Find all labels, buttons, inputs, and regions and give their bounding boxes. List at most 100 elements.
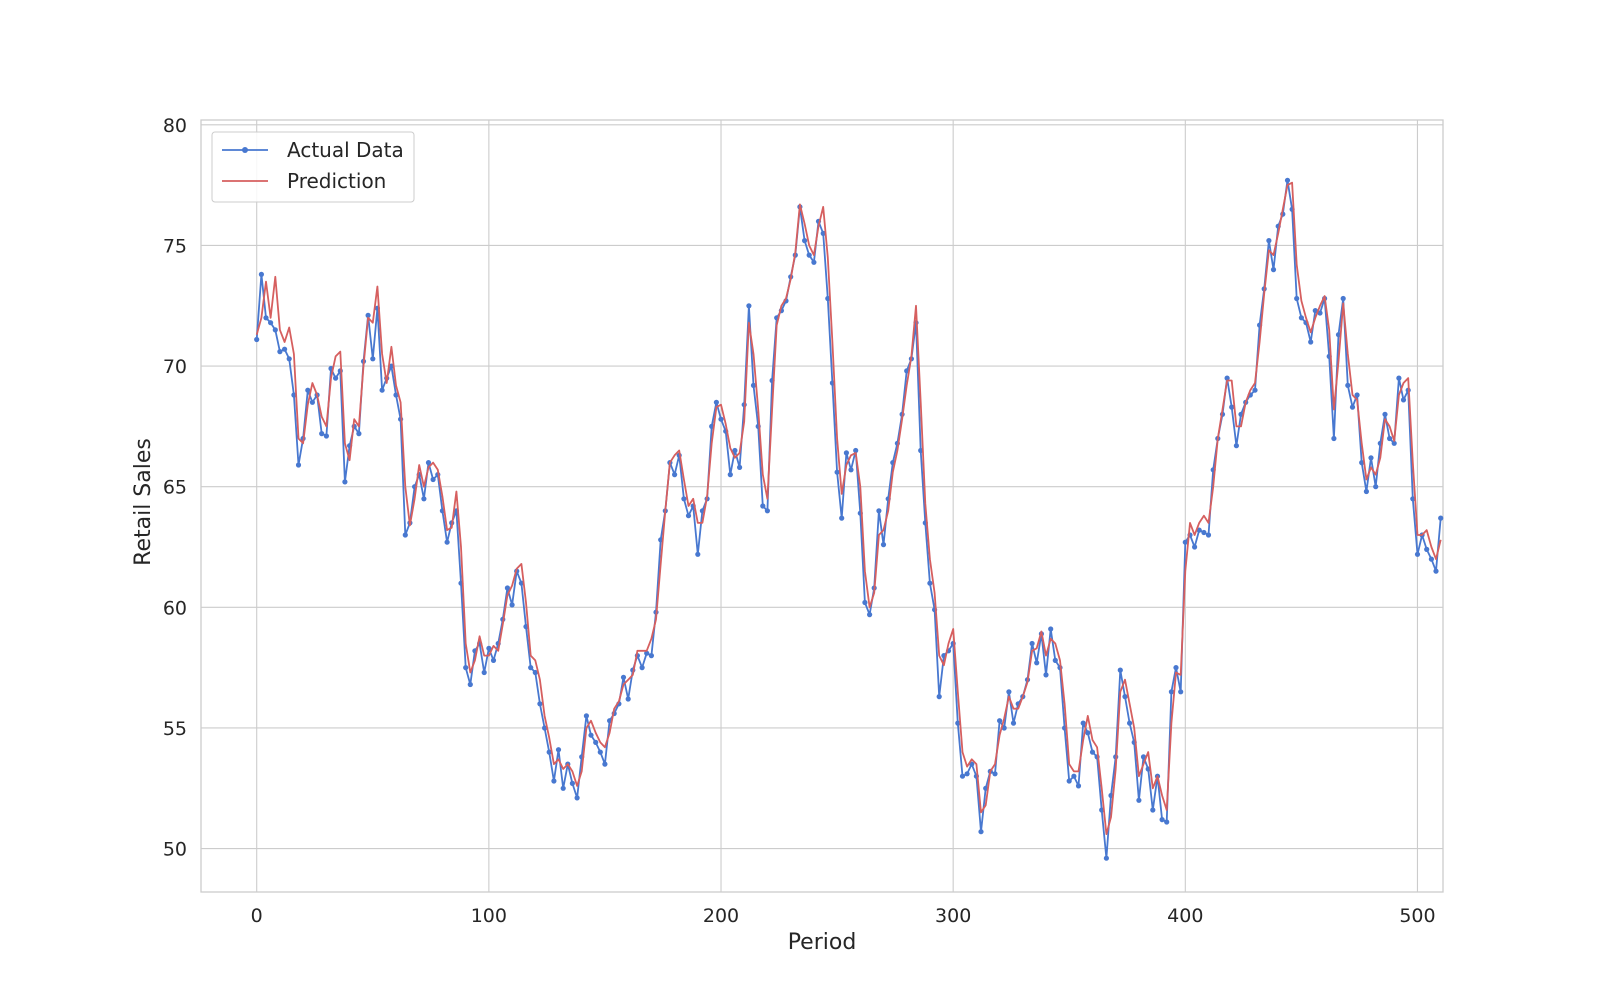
data-point-actual-data [1354,392,1360,398]
data-point-actual-data [1089,749,1096,755]
y-tick-label: 70 [163,356,187,378]
data-point-actual-data [811,259,817,265]
data-point-actual-data [555,747,562,753]
data-point-actual-data [834,469,840,475]
data-point-actual-data [574,795,580,801]
data-point-actual-data [620,674,627,680]
y-tick-label: 60 [163,597,187,619]
data-point-actual-data [695,551,701,557]
data-point-actual-data [528,665,534,671]
data-point-actual-data [1368,455,1374,461]
data-point-actual-data [1122,694,1128,700]
data-point-actual-data [263,315,269,321]
data-point-actual-data [583,713,590,719]
data-point-actual-data [1048,626,1054,632]
data-point-actual-data [309,399,315,405]
data-point-actual-data [1205,532,1212,538]
data-point-actual-data [1117,667,1123,673]
data-point-actual-data [806,252,812,258]
data-point-actual-data [1433,568,1439,574]
data-point-actual-data [1284,177,1291,183]
data-point-actual-data [1150,807,1156,813]
data-point-actual-data [1168,689,1174,695]
data-point-actual-data [1410,496,1416,502]
series-line-prediction [255,181,1442,835]
data-point-actual-data [1340,295,1346,302]
data-point-actual-data [964,771,970,777]
x-tick-label: 400 [1167,905,1203,927]
data-point-actual-data [509,602,515,608]
data-point-actual-data [1414,551,1421,557]
y-axis-label: Retail Sales [131,438,156,566]
y-tick-label: 80 [163,115,187,137]
data-point-actual-data [323,433,329,439]
data-point-actual-data [1201,529,1207,536]
data-point-actual-data [853,447,859,454]
plot-frame [200,119,1444,893]
data-point-actual-data [602,761,608,767]
data-point-actual-data [1252,387,1258,393]
data-point-actual-data [1298,315,1304,321]
x-tick-label: 200 [703,905,739,927]
data-point-actual-data [1270,267,1277,273]
data-point-actual-data [1317,310,1323,316]
data-point-actual-data [1331,435,1337,442]
data-point-actual-data [546,749,552,755]
data-point-actual-data [978,829,984,835]
data-point-actual-data [1034,660,1040,666]
data-point-actual-data [277,349,283,355]
data-point-actual-data [356,431,362,437]
data-point-actual-data [486,645,492,651]
data-point-actual-data [862,599,868,606]
data-point-actual-data [820,230,826,236]
data-point-actual-data [1233,443,1239,449]
data-point-actual-data [1266,238,1272,244]
data-point-actual-data [1071,773,1077,779]
data-point-actual-data [746,303,752,309]
data-point-actual-data [254,336,260,343]
data-point-actual-data [955,720,961,726]
data-point-actual-data [732,447,738,454]
data-point-actual-data [681,496,687,502]
data-point-actual-data [379,387,385,393]
data-point-actual-data [764,508,771,514]
data-point-actual-data [1192,544,1198,550]
data-point-actual-data [258,271,264,277]
data-point-actual-data [319,431,325,437]
data-point-actual-data [1127,720,1133,726]
data-point-actual-data [1164,819,1170,825]
data-point-actual-data [1136,797,1142,803]
data-point-actual-data [639,665,645,671]
data-point-actual-data [588,732,594,738]
data-point-actual-data [467,681,473,688]
legend-label-prediction: Prediction [287,169,386,193]
data-point-actual-data [1229,404,1235,410]
legend-label-actual-data: Actual Data [287,138,404,162]
data-point-actual-data [839,515,845,521]
data-point-actual-data [569,780,576,787]
data-point-actual-data [1075,783,1082,789]
data-point-actual-data [430,476,436,483]
data-point-actual-data [1085,730,1091,736]
data-point-actual-data [1294,295,1300,302]
data-point-actual-data [1424,546,1430,553]
data-point-actual-data [444,539,450,545]
data-point-actual-data [342,479,348,485]
data-point-actual-data [1438,515,1444,521]
data-point-actual-data [737,464,743,470]
data-point-actual-data [593,739,599,746]
data-point-actual-data [1043,672,1049,678]
x-tick-label: 300 [935,905,971,927]
y-tick-label: 75 [163,235,187,257]
data-point-actual-data [1159,817,1165,823]
data-point-actual-data [1224,375,1230,381]
data-point-actual-data [1010,720,1017,726]
data-point-actual-data [727,472,733,478]
data-point-actual-data [1363,488,1369,495]
data-point-actual-data [463,665,469,671]
x-tick-label: 100 [471,905,507,927]
data-point-actual-data [1080,720,1086,726]
data-point-actual-data [625,696,631,702]
data-point-actual-data [1001,725,1007,731]
